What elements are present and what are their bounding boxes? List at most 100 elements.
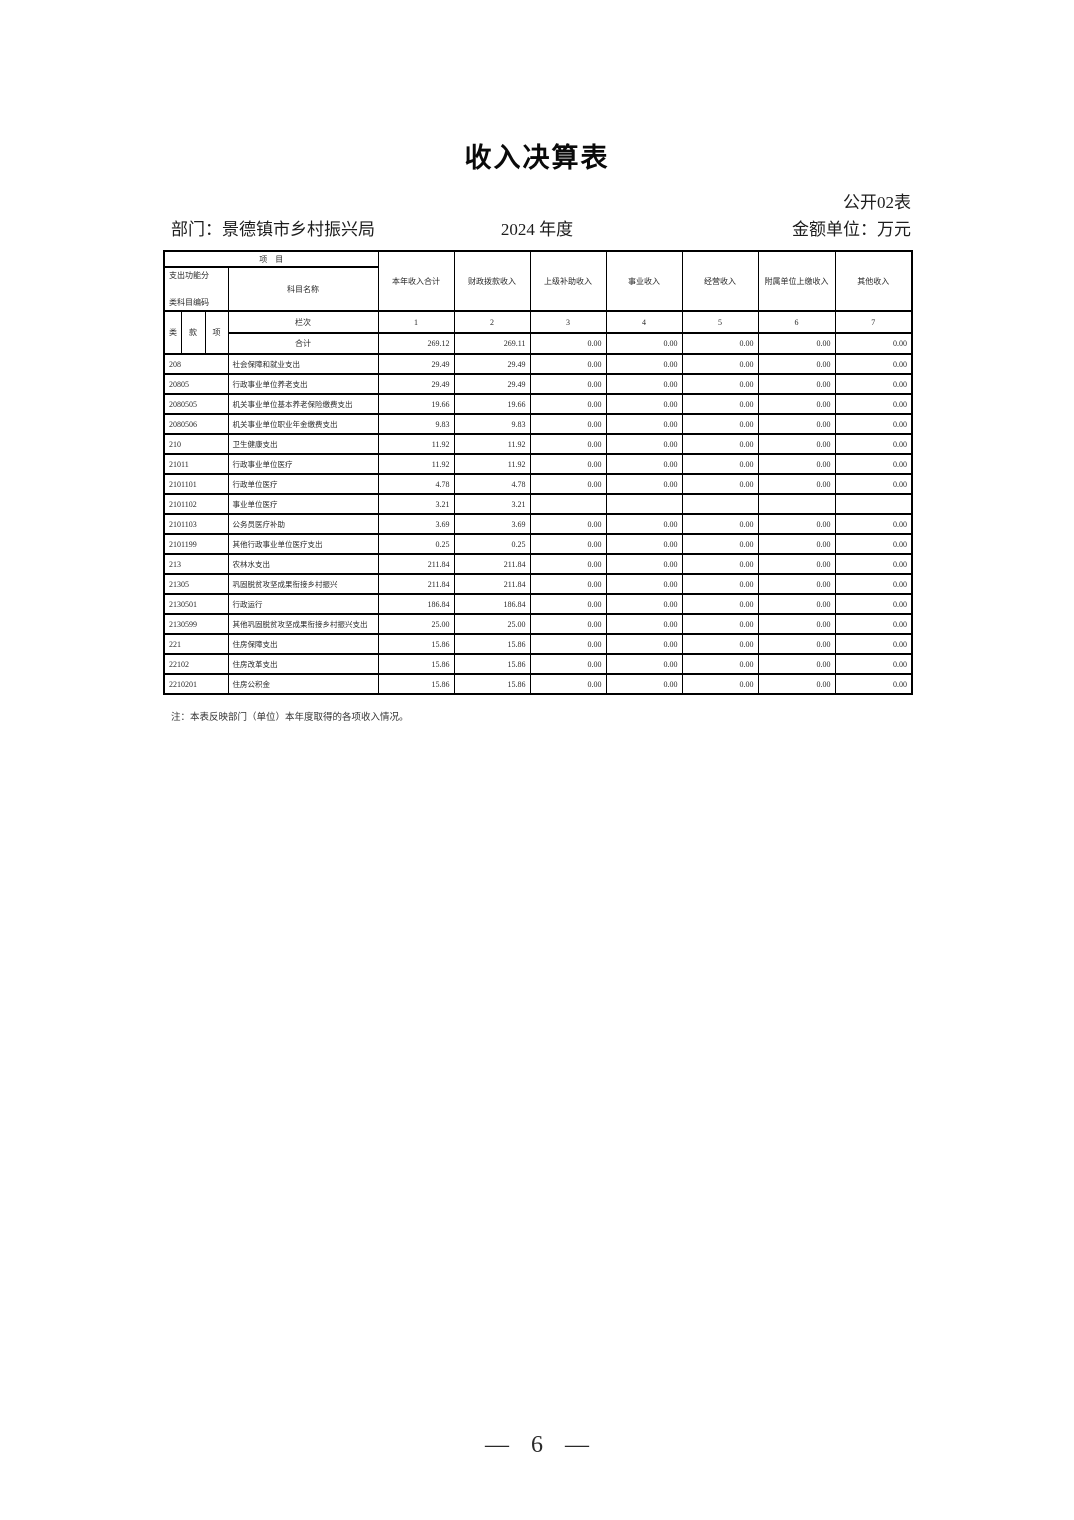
- cell-value: 0.00: [605, 553, 683, 575]
- cell-value: 0.00: [834, 553, 913, 575]
- cell-value: 211.84: [453, 553, 531, 575]
- cell-value: [529, 493, 607, 515]
- cell-value: 4.78: [377, 473, 455, 495]
- cell-value: 0.00: [529, 553, 607, 575]
- cell-value: 0.00: [757, 593, 836, 615]
- subject-name: 行政运行: [227, 593, 379, 615]
- header-row-main: 支出功能分 类科目编码 科目名称: [163, 266, 912, 312]
- code-sub-header-kuan: 款: [180, 310, 206, 355]
- header-row-project: 项 目 本年收入合计 财政拨款收入 上级补助收入 事业收入 经营收入 附属单位上缴收入 其他…: [163, 250, 913, 312]
- column-number: 6: [757, 310, 836, 334]
- cell-value: 9.83: [377, 413, 455, 435]
- cell-value: 0.00: [834, 453, 913, 475]
- revenue-table: 项 目 本年收入合计 财政拨款收入 上级补助收入 事业收入 经营收入 附属单位上缴收入 其他…: [163, 250, 913, 695]
- table-row: 21011 行政事业单位医疗 11.92 11.92 0.00 0.00 0.00 0.00 0…: [163, 453, 913, 475]
- year-label: 2024 年度: [500, 220, 574, 239]
- cell-value: 0.00: [605, 433, 683, 455]
- column-header: 经营收入: [681, 250, 759, 312]
- cell-value: 0.00: [681, 433, 759, 455]
- table-row: 213 农林水支出 211.84 211.84 0.00 0.00 0.00 0.00 0.00: [163, 553, 913, 575]
- cell-value: 0.00: [681, 533, 759, 555]
- cell-value: 0.00: [529, 633, 607, 655]
- function-code: 2101101: [163, 473, 229, 495]
- code-sub-header-lei: 类: [163, 310, 182, 355]
- table-row: 208 社会保障和就业支出 29.49 29.49 0.00 0.00 0.00 0.00 0.…: [163, 353, 913, 375]
- amount-unit-label: 金额单位：万元: [792, 220, 911, 239]
- function-code: 2130599: [163, 613, 229, 635]
- total-value: 269.12: [377, 332, 455, 355]
- cell-value: 3.21: [377, 493, 455, 515]
- cell-value: 0.00: [834, 633, 913, 655]
- cell-value: 25.00: [377, 613, 455, 635]
- cell-value: 0.00: [529, 593, 607, 615]
- cell-value: 0.00: [605, 653, 683, 675]
- cell-value: 0.00: [605, 573, 683, 595]
- cell-value: 0.00: [834, 353, 913, 375]
- subject-name: 行政事业单位养老支出: [227, 373, 379, 395]
- cell-value: [681, 493, 759, 515]
- cell-value: 0.00: [681, 473, 759, 495]
- cell-value: 4.78: [453, 473, 531, 495]
- cell-value: 29.49: [453, 373, 531, 395]
- subject-header: 科目名称: [227, 266, 379, 312]
- table-row: 2101199 其他行政事业单位医疗支出 0.25 0.25 0.00 0.00 0.00 0…: [163, 533, 913, 555]
- cell-value: 0.00: [834, 513, 913, 535]
- cell-value: 11.92: [377, 433, 455, 455]
- table-row: 2130501 行政运行 186.84 186.84 0.00 0.00 0.00 0.00 0…: [163, 593, 913, 615]
- cell-value: 0.00: [529, 393, 607, 415]
- cell-value: 0.00: [605, 413, 683, 435]
- cell-value: 0.00: [681, 513, 759, 535]
- subject-name: 机关事业单位职业年金缴费支出: [227, 413, 379, 435]
- cell-value: 0.00: [834, 473, 913, 495]
- cell-value: 0.00: [834, 533, 913, 555]
- cell-value: 0.00: [681, 613, 759, 635]
- table-row: 2080506 机关事业单位职业年金缴费支出 9.83 9.83 0.00 0.00 0.0…: [163, 413, 913, 435]
- cell-value: 11.92: [377, 453, 455, 475]
- cell-value: 211.84: [377, 553, 455, 575]
- cell-value: 0.00: [529, 533, 607, 555]
- cell-value: 0.00: [681, 413, 759, 435]
- code-header-text: 支出功能分 类科目编码: [169, 270, 224, 308]
- lanci-label: 栏次: [227, 310, 379, 334]
- department-label: 部门：景德镇市乡村振兴局: [171, 220, 375, 239]
- total-value: 269.11: [453, 332, 531, 355]
- cell-value: 186.84: [377, 593, 455, 615]
- total-value: 0.00: [834, 332, 913, 355]
- table-row: 2080505 机关事业单位基本养老保险缴费支出 19.66 19.66 0.00 0.0…: [163, 393, 913, 415]
- cell-value: 0.00: [529, 573, 607, 595]
- function-code: 21011: [163, 453, 229, 475]
- function-code: 22102: [163, 653, 229, 675]
- table-row: 22102 住房改革支出 15.86 15.86 0.00 0.00 0.00 0.00 0.0…: [163, 653, 913, 675]
- cell-value: 0.00: [529, 513, 607, 535]
- cell-value: 211.84: [453, 573, 531, 595]
- cell-value: 15.86: [453, 673, 531, 695]
- cell-value: 3.69: [377, 513, 455, 535]
- function-code: 2080506: [163, 413, 229, 435]
- cell-value: 9.83: [453, 413, 531, 435]
- cell-value: 0.00: [834, 373, 913, 395]
- cell-value: 0.00: [681, 593, 759, 615]
- column-number: 7: [834, 310, 913, 334]
- cell-value: 0.00: [757, 653, 836, 675]
- cell-value: 0.00: [681, 673, 759, 695]
- cell-value: 15.86: [453, 653, 531, 675]
- cell-value: 0.00: [757, 533, 836, 555]
- cell-value: 0.00: [605, 393, 683, 415]
- cell-value: 0.00: [605, 533, 683, 555]
- cell-value: [757, 493, 836, 515]
- cell-value: 0.00: [757, 393, 836, 415]
- cell-value: 0.00: [605, 473, 683, 495]
- column-number: 5: [681, 310, 759, 334]
- code-header-line1: 支出功能分: [169, 271, 209, 280]
- cell-value: 11.92: [453, 453, 531, 475]
- cell-value: 0.00: [529, 373, 607, 395]
- cell-value: 3.69: [453, 513, 531, 535]
- function-code: 2101102: [163, 493, 229, 515]
- code-header: 支出功能分 类科目编码: [163, 266, 229, 312]
- subject-name: 住房公积金: [227, 673, 379, 695]
- function-code: 2101103: [163, 513, 229, 535]
- cell-value: 0.00: [529, 413, 607, 435]
- cell-value: 0.00: [834, 653, 913, 675]
